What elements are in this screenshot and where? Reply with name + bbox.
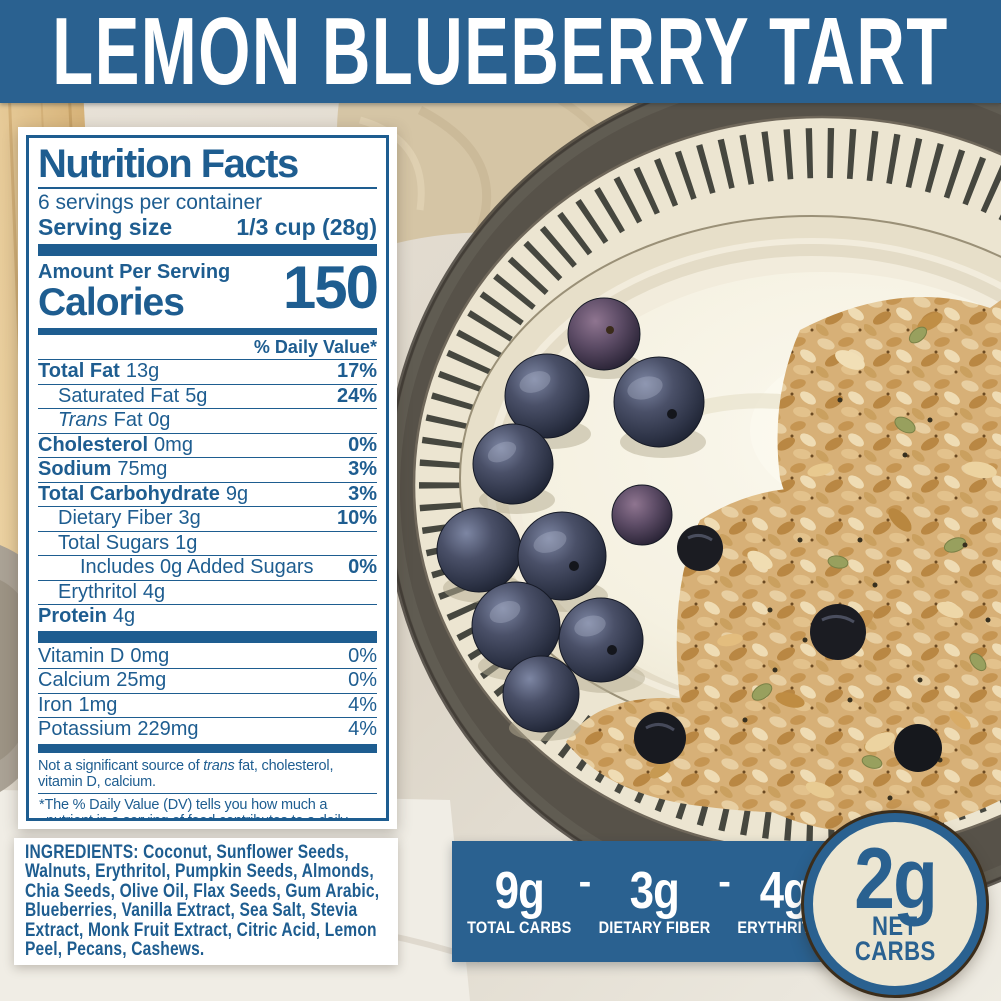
net-carbs-line1: NET	[872, 911, 918, 941]
calories-label: Calories	[38, 281, 185, 324]
total-carbs-label: TOTAL CARBS	[467, 919, 572, 937]
row-potassium: Potassium 229mg 4%	[38, 718, 377, 740]
row-total-sugars: Total Sugars 1g	[38, 532, 377, 556]
row-sodium: Sodium 75mg 3%	[38, 458, 377, 483]
row-added-sugars: Includes 0g Added Sugars 0%	[38, 556, 377, 581]
row-total-carbohydrate: Total Carbohydrate 9g 3%	[38, 483, 377, 507]
total-carbs-stat: 9g TOTAL CARBS	[460, 862, 579, 937]
dietary-fiber-value: 3g	[630, 862, 680, 920]
row-total-fat: Total Fat 13g 17%	[38, 360, 377, 385]
dietary-fiber-stat: 3g DIETARY FIBER	[591, 862, 718, 937]
nutrition-facts-label: Nutrition Facts 6 servings per container…	[18, 127, 397, 829]
row-trans-fat: Trans Fat 0g	[38, 409, 377, 434]
pumpkin-seeds	[751, 326, 987, 769]
chia-seeds	[742, 397, 991, 801]
thick-divider	[38, 630, 377, 643]
carb-summary-banner: 9g TOTAL CARBS - 3g DIETARY FIBER - 4g E…	[452, 841, 866, 962]
plate-dash-ring	[419, 128, 1001, 842]
separator-dash: -	[578, 861, 592, 903]
nutrition-facts-border: Nutrition Facts 6 servings per container…	[26, 135, 389, 821]
calories-block: Amount Per Serving Calories 150	[38, 256, 379, 325]
insignificant-source-note: Not a significant source of trans fat, c…	[38, 757, 334, 790]
serving-size-value: 1/3 cup (28g)	[236, 214, 377, 240]
daily-value-footnote: *The % Daily Value (DV) tells you how mu…	[39, 796, 348, 821]
nutrition-facts-title: Nutrition Facts	[38, 143, 377, 189]
ingredients-label: INGREDIENTS:	[25, 842, 139, 863]
ingredients-text: INGREDIENTS: Coconut, Sunflower Seeds, W…	[25, 842, 380, 961]
servings-per-container: 6 servings per container	[38, 191, 263, 214]
row-vitamin-d: Vitamin D 0mg 0%	[38, 645, 377, 669]
medium-divider	[38, 743, 377, 753]
daily-value-header: % Daily Value*	[38, 337, 377, 360]
ingredients-card: INGREDIENTS: Coconut, Sunflower Seeds, W…	[14, 838, 398, 965]
thick-divider	[38, 244, 377, 256]
total-carbs-value: 9g	[494, 862, 545, 920]
medium-divider	[38, 328, 377, 335]
row-saturated-fat: Saturated Fat 5g 24%	[38, 385, 377, 409]
row-iron: Iron 1mg 4%	[38, 694, 377, 718]
serving-size-label: Serving size	[38, 214, 173, 240]
row-erythritol: Erythritol 4g	[38, 581, 377, 605]
blueberry-frost	[487, 371, 663, 637]
product-title: LEMON BLUEBERRY TART	[52, 0, 949, 105]
erythritol-value: 4g	[759, 862, 810, 920]
thin-divider	[38, 792, 377, 794]
net-carbs-line2: CARBS	[854, 936, 936, 966]
calories-value: 150	[282, 254, 379, 321]
net-carbs-badge: 2g NET CARBS	[804, 813, 986, 995]
row-dietary-fiber: Dietary Fiber 3g 10%	[38, 507, 377, 532]
row-cholesterol: Cholesterol 0mg 0%	[38, 434, 377, 458]
dried-blueberries	[634, 525, 942, 772]
blueberries	[436, 297, 706, 741]
amount-per-serving: Amount Per Serving	[38, 261, 231, 283]
header-banner: LEMON BLUEBERRY TART	[0, 0, 1001, 103]
separator-dash: -	[718, 861, 731, 903]
granola-clusters	[566, 297, 1001, 833]
dietary-fiber-label: DIETARY FIBER	[598, 919, 711, 937]
serving-size-row: Serving size 1/3 cup (28g)	[38, 214, 377, 240]
row-protein: Protein 4g	[38, 605, 136, 627]
net-carbs-value: 2g	[854, 831, 938, 927]
row-calcium: Calcium 25mg 0%	[38, 669, 377, 694]
